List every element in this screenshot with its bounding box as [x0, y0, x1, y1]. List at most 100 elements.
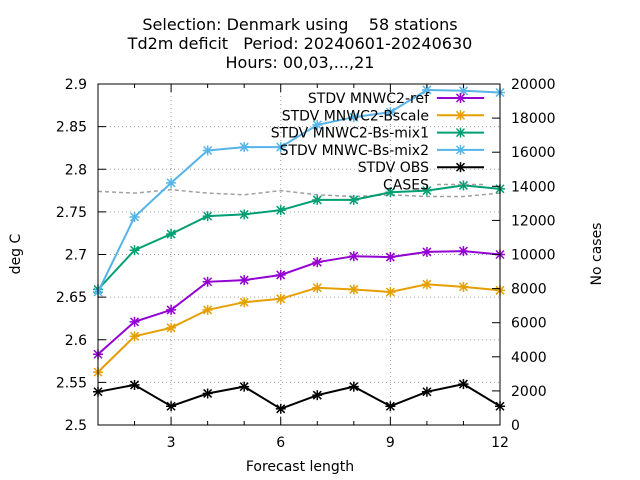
series-2-point — [385, 187, 396, 198]
series-0-point — [129, 316, 140, 327]
y-tick-label: 2.55 — [56, 375, 87, 391]
series-0-point — [166, 304, 177, 315]
legend-marker-3 — [455, 144, 466, 155]
series-2-point — [166, 229, 177, 240]
series-3-point — [348, 112, 359, 123]
legend-marker-1 — [455, 110, 466, 121]
series-4-point — [458, 379, 469, 390]
series-line-2 — [97, 184, 501, 291]
legend-label-1: STDV MNWC2-Bscale — [282, 108, 429, 124]
x-tick-label: 3 — [167, 435, 176, 451]
series-1 — [93, 279, 505, 378]
series-1-point — [202, 304, 213, 315]
series-2-point — [239, 209, 250, 220]
y-tick-label: 2.65 — [56, 290, 87, 306]
x-tick-label: 6 — [276, 435, 285, 451]
x-axis-label: Forecast length — [246, 459, 354, 475]
series-0-point — [458, 246, 469, 257]
series-line-0 — [97, 250, 501, 355]
y2-tick-label: 6000 — [511, 316, 547, 332]
series-1-point — [385, 287, 396, 298]
series-1-point — [348, 284, 359, 295]
series-3-point — [166, 177, 177, 188]
chart-title: Selection: Denmark using 58 stations Td2… — [127, 15, 473, 72]
y2-tick-label: 14000 — [511, 179, 556, 195]
y-tick-label: 2.9 — [65, 77, 87, 93]
series-3-point — [129, 211, 140, 222]
y-tick-label: 2.7 — [65, 248, 87, 264]
y2-tick-label: 12000 — [511, 213, 556, 229]
series-1-point — [458, 281, 469, 292]
series-0-point — [239, 275, 250, 286]
series-3-point — [202, 145, 213, 156]
series-layer — [93, 84, 505, 414]
y2-tick-label: 10000 — [511, 248, 556, 264]
series-2-point — [275, 205, 286, 216]
series-3-point — [385, 107, 396, 118]
legend-marker-0 — [455, 93, 466, 103]
series-line-3 — [97, 88, 501, 293]
series-3-point — [312, 119, 323, 130]
legend-marker-4 — [455, 162, 466, 173]
series-3-point — [239, 142, 250, 153]
y2-tick-label: 18000 — [511, 111, 556, 127]
series-0-point — [202, 276, 213, 287]
y-tick-label: 2.6 — [65, 333, 87, 349]
series-0-point — [275, 269, 286, 280]
series-2-point — [421, 185, 432, 196]
series-4-point — [421, 386, 432, 397]
series-0-point — [385, 252, 396, 263]
series-1-point — [421, 279, 432, 290]
series-1-point — [129, 331, 140, 342]
series-line-4 — [97, 383, 501, 410]
series-line-1 — [97, 283, 501, 373]
series-0-point — [312, 257, 323, 268]
y2-tick-label: 0 — [511, 418, 520, 434]
series-1-point — [239, 297, 250, 308]
legend-marker-2 — [455, 127, 466, 138]
series-4-point — [166, 401, 177, 412]
series-4-point — [129, 379, 140, 390]
series-4-point — [312, 390, 323, 401]
series-1-point — [312, 282, 323, 293]
x-tick-label: 9 — [386, 435, 395, 451]
series-0-point — [348, 251, 359, 262]
series-2-point — [312, 194, 323, 205]
series-2-point — [202, 211, 213, 222]
series-2-point — [458, 180, 469, 191]
series-4-point — [275, 403, 286, 414]
title-line-2: Td2m deficit Period: 20240601-20240630 — [127, 34, 473, 53]
title-line-3: Hours: 00,03,...,21 — [226, 53, 375, 72]
y2-tick-label: 20000 — [511, 77, 556, 93]
y-tick-label: 2.5 — [65, 418, 87, 434]
y2-tick-label: 2000 — [511, 384, 547, 400]
y-tick-label: 2.8 — [65, 162, 87, 178]
series-0 — [93, 246, 505, 360]
series-1-point — [166, 322, 177, 333]
series-2-point — [348, 194, 359, 205]
y2-axis-label: No cases — [589, 223, 605, 286]
y2-tick-label: 8000 — [511, 282, 547, 298]
series-4-point — [239, 381, 250, 392]
axis-ticks: 2.5 2.55 2.6 2.65 2.7 2.75 2.8 2.85 2.9 3 6 9 120 200… — [56, 77, 556, 451]
series-2 — [93, 180, 505, 295]
series-4 — [93, 379, 505, 414]
series-3-point — [275, 142, 286, 153]
legend-label-3: STDV MNWC-Bs-mix2 — [280, 143, 429, 159]
grid — [98, 84, 500, 425]
y-tick-label: 2.75 — [56, 205, 87, 221]
y2-tick-label: 4000 — [511, 350, 547, 366]
x-tick-label: 12 — [491, 435, 509, 451]
series-3 — [93, 84, 505, 298]
series-4-point — [202, 388, 213, 399]
legend-label-5: CASES — [383, 178, 429, 194]
series-0-point — [421, 246, 432, 257]
series-4-point — [348, 381, 359, 392]
legend-label-4: STDV OBS — [358, 160, 429, 176]
legend-label-0: STDV MNWC2-ref — [308, 91, 430, 107]
y2-tick-label: 16000 — [511, 145, 556, 161]
series-4-point — [385, 401, 396, 412]
series-2-point — [129, 245, 140, 256]
